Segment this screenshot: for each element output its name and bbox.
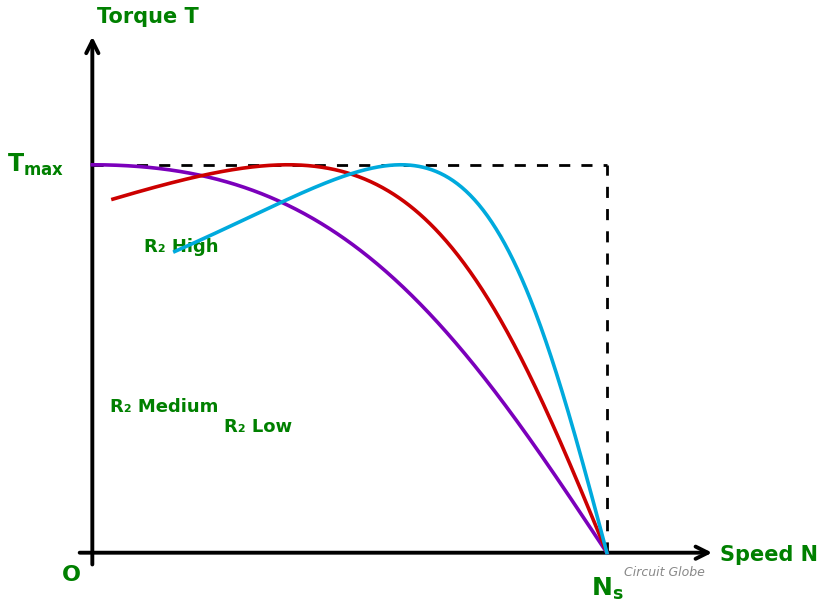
Text: $\mathbf{T_{max}}$: $\mathbf{T_{max}}$ [7, 152, 64, 178]
Text: R₂ High: R₂ High [144, 239, 219, 256]
Text: Speed N: Speed N [720, 545, 818, 565]
Text: Torque T: Torque T [97, 7, 199, 27]
Text: O: O [62, 564, 81, 584]
Text: R₂ Medium: R₂ Medium [111, 398, 219, 416]
Text: R₂ Low: R₂ Low [224, 418, 292, 436]
Text: Circuit Globe: Circuit Globe [624, 566, 705, 580]
Text: $\mathbf{N_s}$: $\mathbf{N_s}$ [591, 576, 623, 602]
